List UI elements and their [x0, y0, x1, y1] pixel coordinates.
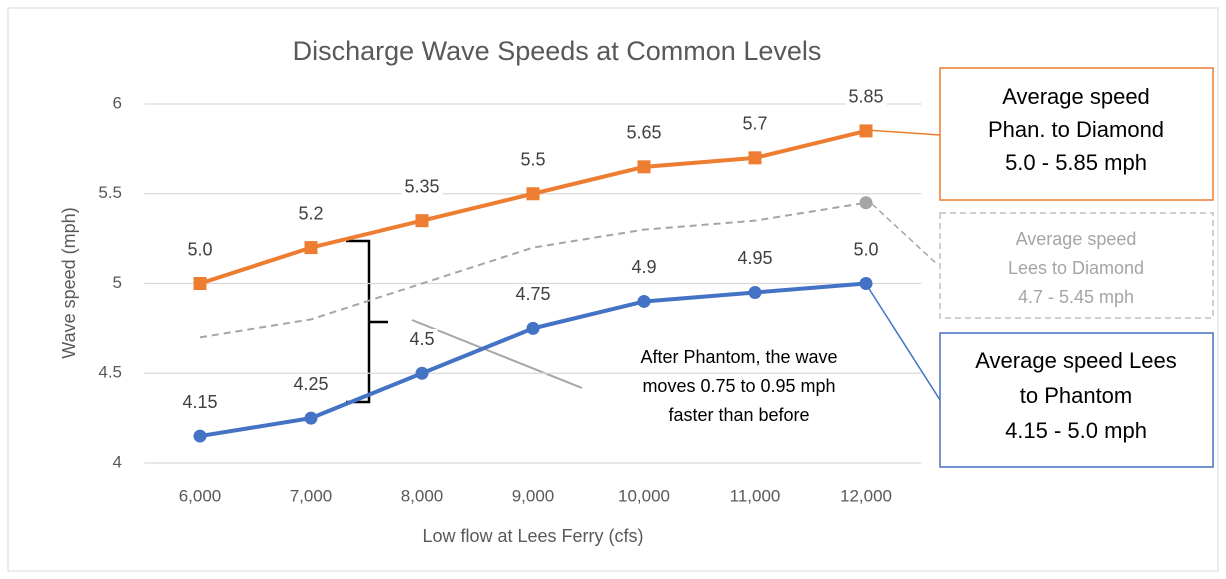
data-label-bg — [739, 113, 771, 134]
annotation-text: Average speed — [1016, 229, 1137, 249]
annotation-text: Phan. to Diamond — [988, 117, 1164, 142]
marker — [637, 160, 651, 174]
data-label-bg — [179, 391, 221, 412]
data-label-bg — [401, 176, 443, 197]
callout-connector — [865, 283, 941, 401]
marker — [193, 429, 207, 443]
y-axis-label: Wave speed (mph) — [59, 207, 79, 358]
callout-box — [939, 67, 1214, 201]
data-label-bg — [184, 239, 216, 260]
callout-box — [939, 212, 1214, 319]
marker — [748, 151, 762, 165]
data-label-bg — [406, 329, 438, 349]
annotation-text: Lees to Diamond — [1008, 258, 1144, 278]
callout-connector — [871, 203, 939, 266]
data-label: 4.95 — [737, 248, 772, 268]
data-label-bg — [845, 86, 887, 107]
marker — [526, 321, 540, 335]
data-label: 5.7 — [742, 114, 767, 134]
chart-title: Discharge Wave Speeds at Common Levels — [293, 36, 822, 66]
x-tick-label: 12,000 — [840, 486, 892, 505]
annotation-text: 5.0 - 5.85 mph — [1005, 150, 1147, 175]
marker — [637, 294, 651, 308]
annotation-pointer — [411, 319, 583, 389]
data-label: 5.85 — [848, 87, 883, 107]
bracket — [346, 239, 388, 404]
data-label-bg — [734, 248, 776, 269]
data-label: 5.0 — [853, 239, 878, 259]
x-tick-label: 8,000 — [401, 486, 444, 505]
marker — [859, 124, 873, 138]
x-axis-label: Low flow at Lees Ferry (cfs) — [422, 526, 643, 546]
data-label: 4.25 — [293, 374, 328, 394]
x-tick-label: 11,000 — [730, 486, 781, 505]
data-label-bg — [295, 203, 327, 224]
data-label: 5.5 — [520, 150, 545, 170]
annotation-text: 4.15 - 5.0 mph — [1005, 418, 1147, 443]
callout-box — [939, 332, 1214, 468]
marker — [748, 285, 762, 299]
annotation-text: faster than before — [668, 405, 809, 425]
marker — [415, 366, 429, 380]
annotation-text: After Phantom, the wave — [640, 347, 837, 367]
x-tick-label: 9,000 — [512, 486, 555, 505]
y-tick-label: 4.5 — [98, 363, 122, 382]
annotation-text: Average speed — [1002, 84, 1150, 109]
marker — [304, 241, 318, 255]
data-label: 4.75 — [515, 284, 550, 304]
x-tick-label: 6,000 — [179, 486, 222, 505]
y-tick-label: 5.5 — [98, 183, 122, 202]
y-tick-label: 5 — [113, 273, 122, 292]
annotation-text: moves 0.75 to 0.95 mph — [642, 376, 835, 396]
data-label-bg — [628, 257, 660, 278]
x-tick-label: 7,000 — [290, 486, 333, 505]
data-label-bg — [512, 284, 554, 305]
data-label-bg — [850, 239, 882, 260]
annotation-text: Average speed Lees — [975, 348, 1176, 373]
marker — [526, 187, 540, 201]
data-label: 5.2 — [298, 203, 323, 223]
callout-connector — [865, 129, 941, 136]
data-label: 4.9 — [631, 257, 656, 277]
marker — [415, 214, 429, 228]
y-tick-label: 6 — [113, 93, 122, 112]
marker — [193, 277, 207, 290]
y-tick-label: 4 — [113, 452, 122, 471]
annotation-text: 4.7 - 5.45 mph — [1018, 287, 1134, 307]
marker — [304, 411, 318, 425]
data-label-bg — [623, 122, 665, 143]
x-tick-label: 10,000 — [618, 486, 670, 505]
data-label-bg — [290, 373, 332, 394]
annotation-text: to Phantom — [1020, 383, 1133, 408]
series-line — [199, 201, 867, 339]
data-label: 5.65 — [626, 123, 661, 143]
marker — [859, 277, 873, 290]
marker — [859, 196, 873, 210]
data-label-bg — [517, 149, 549, 170]
data-label: 4.15 — [182, 392, 217, 412]
data-label: 5.0 — [187, 239, 212, 259]
data-label: 5.35 — [404, 176, 439, 196]
data-label: 4.5 — [409, 329, 434, 349]
